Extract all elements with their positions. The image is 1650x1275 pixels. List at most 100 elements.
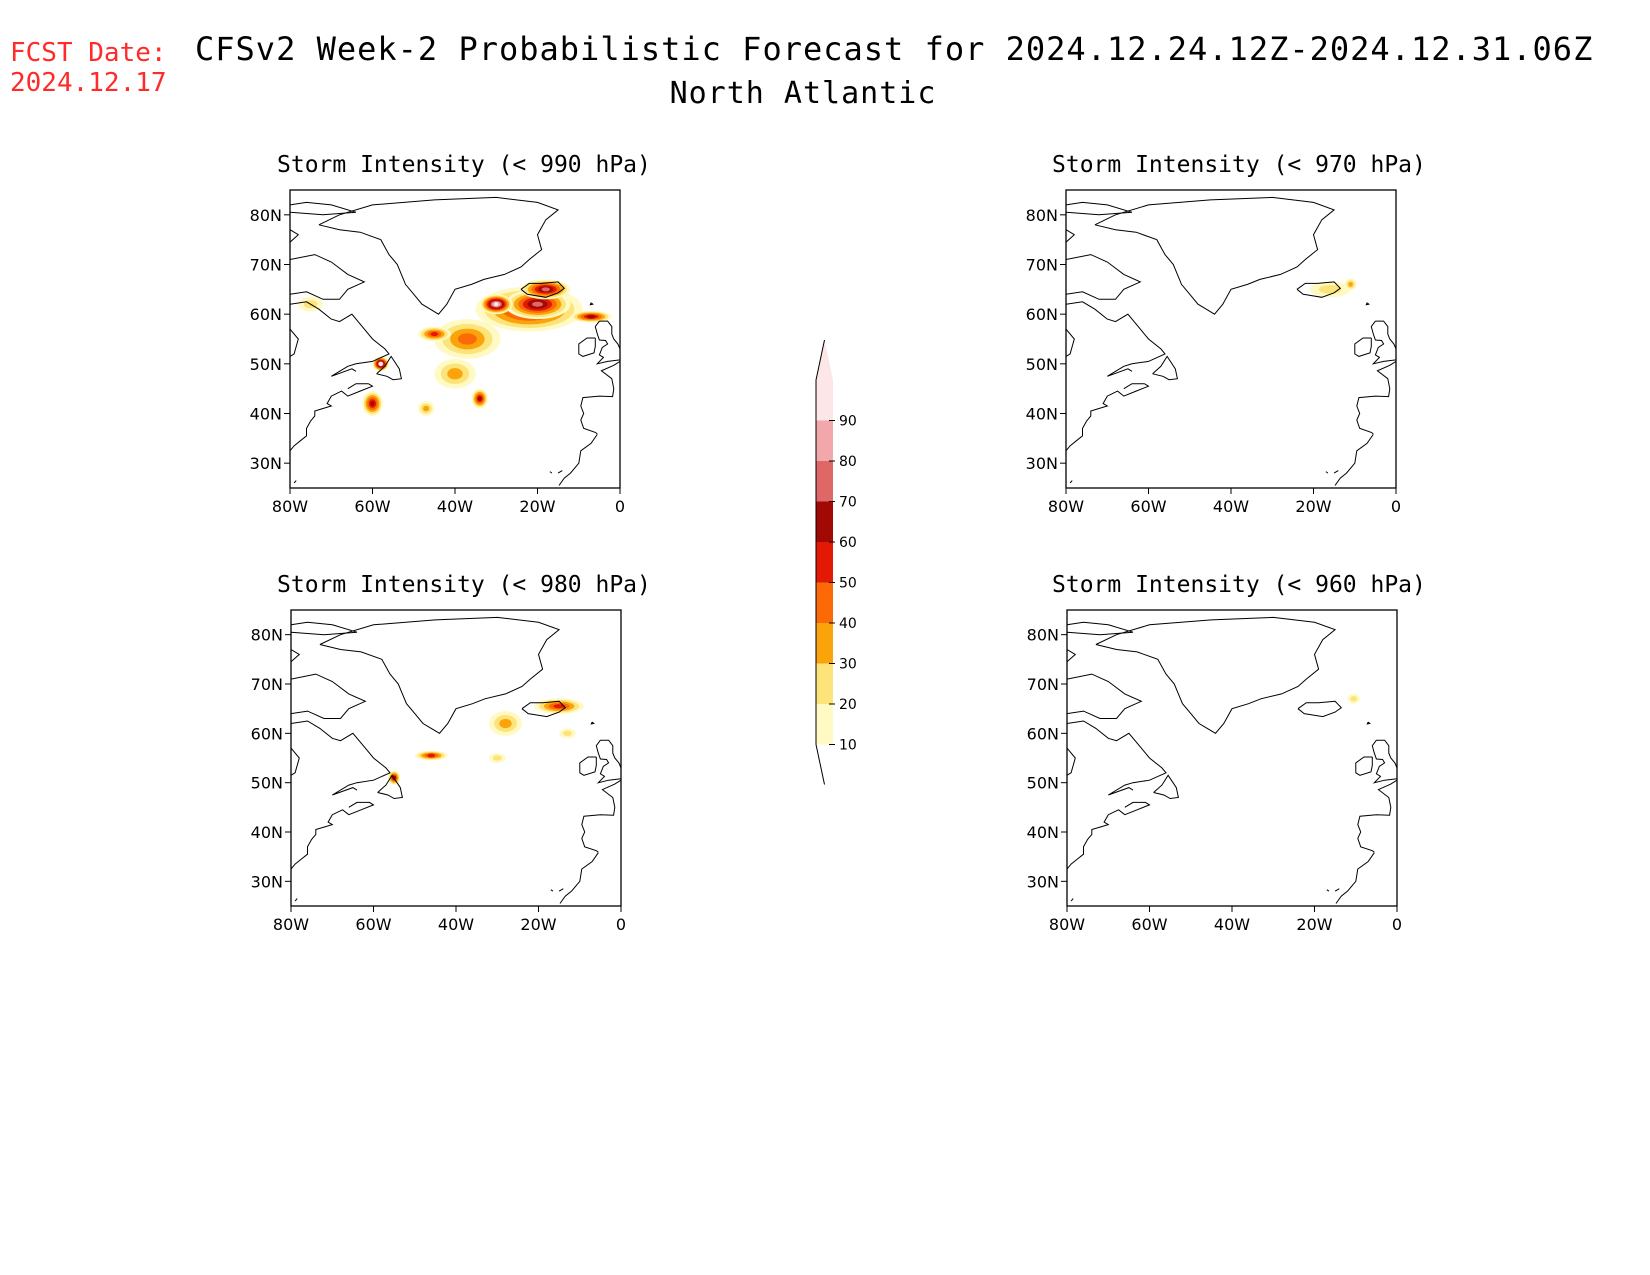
lat-label: 80N bbox=[251, 626, 283, 645]
coastline bbox=[291, 621, 358, 636]
coastline bbox=[1371, 739, 1397, 784]
coastline bbox=[291, 673, 367, 719]
lat-label: 70N bbox=[251, 675, 283, 694]
coastline bbox=[1366, 721, 1371, 725]
coastline bbox=[290, 229, 300, 243]
lat-label: 30N bbox=[251, 872, 283, 891]
coastline bbox=[521, 700, 567, 718]
probability-area bbox=[1350, 696, 1358, 702]
lon-label: 60W bbox=[355, 915, 391, 934]
coastline bbox=[1153, 774, 1180, 800]
coastline bbox=[290, 301, 390, 377]
colorbar-label: 10 bbox=[839, 738, 857, 754]
coastline bbox=[291, 649, 301, 663]
lon-label: 0 bbox=[615, 497, 625, 516]
lon-label: 40W bbox=[1213, 497, 1249, 516]
coastline bbox=[1297, 700, 1343, 718]
lon-label: 0 bbox=[616, 915, 626, 934]
panel-title: Storm Intensity (< 980 hPa) bbox=[277, 572, 651, 598]
probability-area bbox=[423, 405, 430, 412]
coastline bbox=[291, 747, 300, 776]
colorbar-swatch bbox=[816, 380, 833, 421]
coastline bbox=[1066, 383, 1150, 452]
lon-label: 40W bbox=[437, 497, 473, 516]
lat-label: 40N bbox=[1026, 405, 1058, 424]
coastline bbox=[1365, 302, 1370, 306]
colorbar-swatch bbox=[816, 420, 833, 461]
lat-label: 30N bbox=[1026, 454, 1058, 473]
lat-label: 80N bbox=[1026, 206, 1058, 225]
lat-label: 80N bbox=[1027, 626, 1059, 645]
coastline bbox=[558, 434, 598, 486]
lon-label: 20W bbox=[519, 497, 555, 516]
probability-area bbox=[370, 401, 375, 406]
lat-label: 40N bbox=[251, 823, 283, 842]
lat-label: 70N bbox=[250, 256, 282, 275]
coastline bbox=[1334, 888, 1340, 892]
coastline bbox=[1094, 196, 1336, 315]
lon-label: 20W bbox=[1296, 915, 1332, 934]
coastline bbox=[589, 302, 594, 306]
lon-label: 60W bbox=[354, 497, 390, 516]
coastline bbox=[291, 720, 391, 796]
coastline bbox=[1066, 229, 1076, 243]
coastline bbox=[1296, 281, 1342, 298]
probability-area bbox=[532, 301, 543, 307]
lon-label: 80W bbox=[272, 497, 308, 516]
probability-area bbox=[1348, 282, 1353, 287]
coastline bbox=[594, 320, 620, 365]
probability-area bbox=[430, 332, 439, 337]
coastline bbox=[578, 337, 596, 357]
coastline bbox=[1370, 320, 1396, 365]
coastline bbox=[579, 756, 597, 776]
coastline bbox=[1095, 616, 1337, 734]
lat-label: 60N bbox=[250, 305, 282, 324]
coastline bbox=[550, 889, 554, 892]
colorbar-swatch bbox=[816, 663, 833, 704]
coastline bbox=[377, 774, 404, 800]
probability-area bbox=[562, 730, 572, 737]
colorbar-swatch bbox=[816, 582, 833, 623]
lat-label: 30N bbox=[250, 454, 282, 473]
lon-label: 60W bbox=[1130, 497, 1166, 516]
lon-label: 60W bbox=[1131, 915, 1167, 934]
panel-title: Storm Intensity (< 990 hPa) bbox=[277, 152, 651, 178]
lon-label: 80W bbox=[1049, 915, 1085, 934]
coastline bbox=[290, 201, 357, 216]
region-subtitle-text: North Atlantic bbox=[669, 76, 937, 111]
coastline bbox=[1152, 355, 1179, 381]
coastline bbox=[559, 852, 599, 904]
forecast-date-value: 2024.12.17 bbox=[10, 68, 167, 98]
lat-label: 60N bbox=[1026, 305, 1058, 324]
coastline bbox=[1356, 360, 1396, 435]
lat-label: 50N bbox=[250, 355, 282, 374]
colorbar-label: 40 bbox=[839, 616, 857, 632]
coastline bbox=[1326, 889, 1330, 892]
probability-area bbox=[553, 704, 565, 709]
coastline bbox=[1066, 328, 1075, 357]
probability-area bbox=[447, 368, 463, 380]
colorbar-swatch bbox=[816, 461, 833, 502]
colorbar-label: 50 bbox=[839, 576, 857, 592]
coastline bbox=[290, 328, 299, 357]
lat-label: 70N bbox=[1027, 675, 1059, 694]
coastline bbox=[595, 739, 621, 784]
colorbar-cap-bottom bbox=[815, 744, 825, 785]
lon-label: 40W bbox=[1214, 915, 1250, 934]
probability-area bbox=[541, 287, 550, 292]
lat-label: 50N bbox=[1027, 774, 1059, 793]
lat-label: 80N bbox=[250, 206, 282, 225]
coastline bbox=[1066, 201, 1133, 216]
lon-label: 20W bbox=[520, 915, 556, 934]
panel-title: Storm Intensity (< 970 hPa) bbox=[1052, 152, 1426, 178]
lat-label: 70N bbox=[1026, 256, 1058, 275]
colorbar-label: 90 bbox=[839, 414, 857, 430]
lon-label: 20W bbox=[1295, 497, 1331, 516]
colorbar-cap-top bbox=[816, 340, 833, 380]
coastline bbox=[290, 383, 374, 452]
lat-label: 60N bbox=[1027, 724, 1059, 743]
coastline bbox=[291, 801, 375, 870]
